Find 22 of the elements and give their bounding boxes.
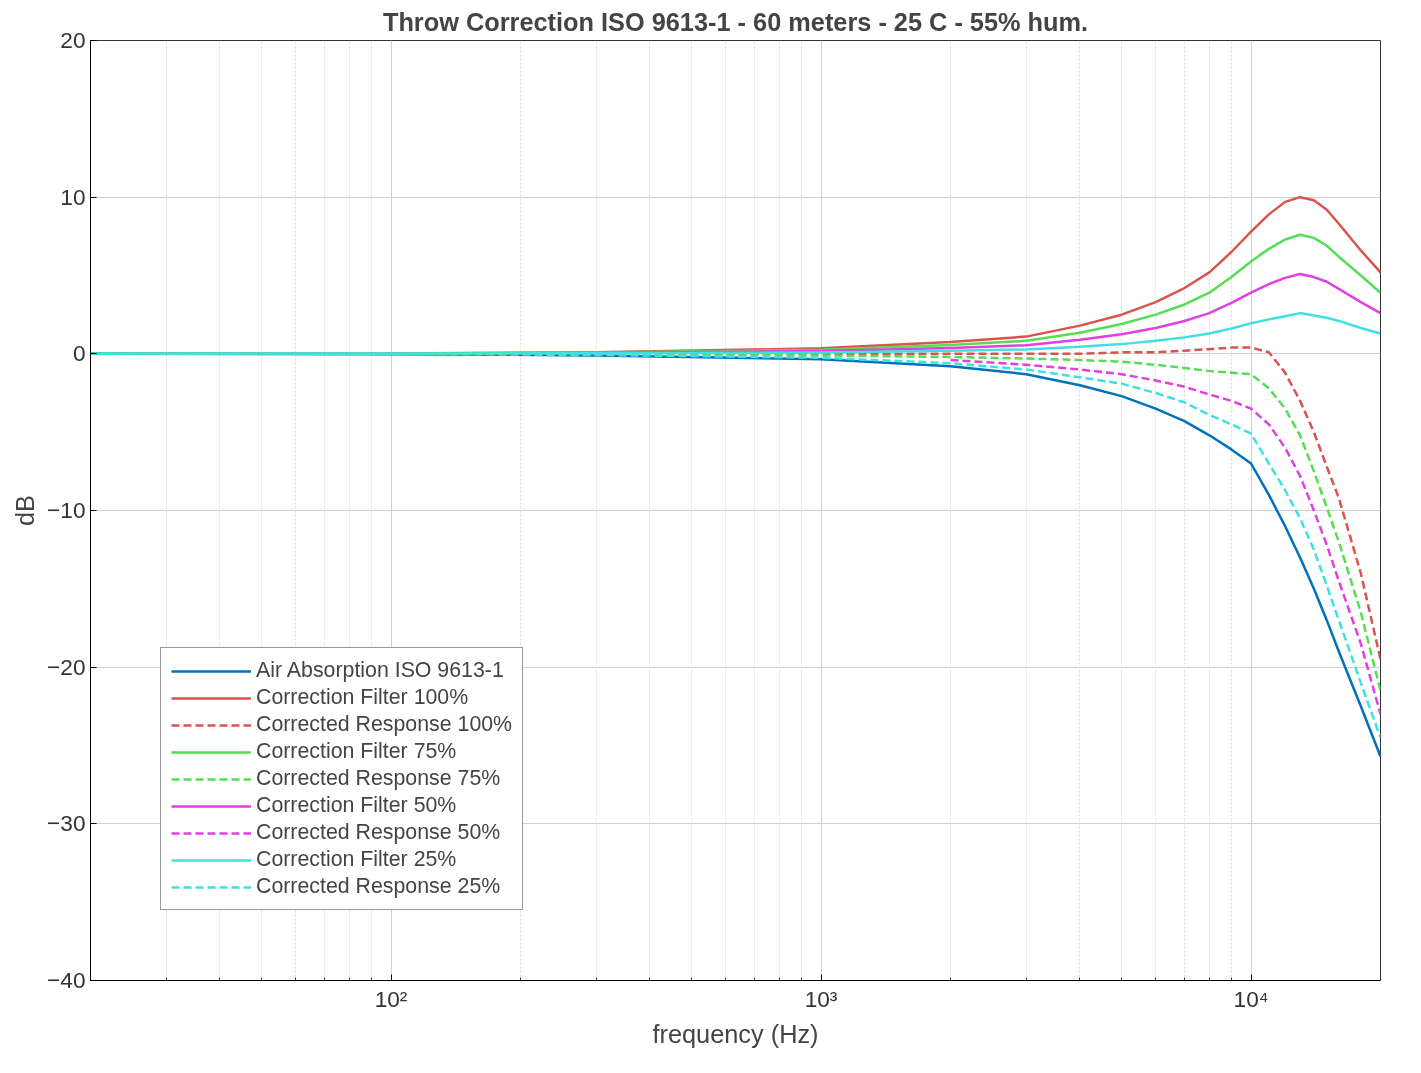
legend-label: Correction Filter 50% <box>256 793 457 818</box>
y-tick-label: −20 <box>47 653 86 680</box>
legend-label: Correction Filter 100% <box>256 685 469 710</box>
y-tick-label: −10 <box>47 497 86 523</box>
y-tick-label: −30 <box>47 810 86 837</box>
x-tick-label: 10⁴ <box>1233 985 1269 1012</box>
y-axis-title: dB <box>11 495 40 526</box>
legend-label: Corrected Response 25% <box>256 874 501 899</box>
x-axis-title: frequency (Hz) <box>652 1019 819 1048</box>
legend-label: Air Absorption ISO 9613-1 <box>256 658 504 683</box>
legend-label: Corrected Response 75% <box>256 766 501 791</box>
legend-label: Corrected Response 100% <box>256 712 513 737</box>
legend-label: Corrected Response 50% <box>256 820 501 845</box>
legend-label: Correction Filter 75% <box>256 739 457 764</box>
legend-label: Correction Filter 25% <box>256 847 457 872</box>
y-tick-label: −40 <box>47 967 86 993</box>
x-tick-label: 10³ <box>804 985 838 1012</box>
x-tick-label: 10² <box>374 985 408 1012</box>
y-tick-label: 10 <box>60 183 86 210</box>
chart-title: Throw Correction ISO 9613-1 - 60 meters - 25 C - 55% hum. <box>382 7 1089 36</box>
y-tick-label: 20 <box>60 27 86 53</box>
y-tick-label: 0 <box>72 340 86 367</box>
